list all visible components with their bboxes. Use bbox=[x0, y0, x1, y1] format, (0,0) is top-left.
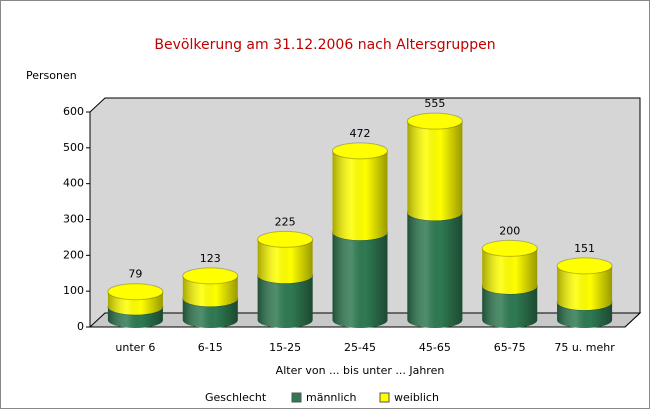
total-label: 225 bbox=[275, 215, 296, 228]
x-tick-label: unter 6 bbox=[115, 341, 155, 354]
y-tick-label: 600 bbox=[63, 105, 84, 118]
bar-segment bbox=[107, 283, 164, 315]
chart-title: Bevölkerung am 31.12.2006 nach Altersgru… bbox=[154, 37, 495, 53]
cylinder-top bbox=[556, 257, 613, 275]
cylinder-top bbox=[332, 142, 388, 160]
legend-swatch bbox=[379, 392, 390, 403]
bar-segment bbox=[332, 142, 388, 241]
legend-label: weiblich bbox=[394, 391, 439, 404]
total-label: 79 bbox=[128, 268, 142, 281]
x-tick-label: 25-45 bbox=[344, 341, 376, 354]
cylinder-top bbox=[182, 267, 239, 285]
bar-segment bbox=[406, 112, 463, 221]
legend-label: männlich bbox=[306, 391, 357, 404]
cylinder-shade bbox=[257, 275, 313, 328]
cylinder-shade bbox=[407, 212, 463, 328]
cylinder-top bbox=[481, 239, 538, 257]
cylinder-shade bbox=[557, 265, 613, 311]
x-tick-label: 45-65 bbox=[419, 341, 451, 354]
legend-swatch bbox=[291, 392, 302, 403]
x-tick-label: 6-15 bbox=[198, 341, 223, 354]
total-label: 472 bbox=[350, 127, 371, 140]
y-tick-label: 0 bbox=[77, 320, 84, 333]
bar-segment bbox=[481, 239, 538, 294]
cylinder-top bbox=[406, 112, 463, 130]
bar-segment bbox=[182, 267, 239, 307]
x-axis-label: Alter von ... bis unter ... Jahren bbox=[276, 364, 445, 377]
x-tick-label: 75 u. mehr bbox=[554, 341, 615, 354]
cylinder-shade bbox=[182, 275, 238, 307]
cylinder-top bbox=[257, 230, 314, 248]
y-tick-label: 100 bbox=[63, 284, 84, 297]
y-tick-label: 400 bbox=[63, 177, 84, 190]
y-axis-label: Personen bbox=[26, 69, 77, 82]
y-tick-label: 200 bbox=[63, 248, 84, 261]
cylinder-shade bbox=[482, 248, 538, 294]
cylinder-shade bbox=[482, 285, 538, 328]
cylinder-top bbox=[107, 283, 164, 301]
x-tick-label: 15-25 bbox=[269, 341, 301, 354]
bar-segment bbox=[556, 257, 613, 311]
bar-segment bbox=[406, 204, 463, 328]
bar-segment bbox=[257, 230, 314, 284]
total-label: 151 bbox=[574, 242, 595, 255]
y-tick-label: 500 bbox=[63, 141, 84, 154]
y-tick-label: 300 bbox=[63, 213, 84, 226]
total-label: 123 bbox=[200, 252, 221, 265]
cylinder-shade bbox=[332, 150, 388, 241]
total-label: 200 bbox=[499, 224, 520, 237]
cylinder-shade bbox=[182, 298, 238, 328]
total-label: 555 bbox=[424, 97, 445, 110]
cylinder-shade bbox=[407, 121, 463, 221]
legend-title: Geschlecht bbox=[205, 391, 267, 404]
x-tick-label: 65-75 bbox=[494, 341, 526, 354]
cylinder-shade bbox=[257, 239, 313, 284]
cylinder-shade bbox=[332, 232, 388, 328]
